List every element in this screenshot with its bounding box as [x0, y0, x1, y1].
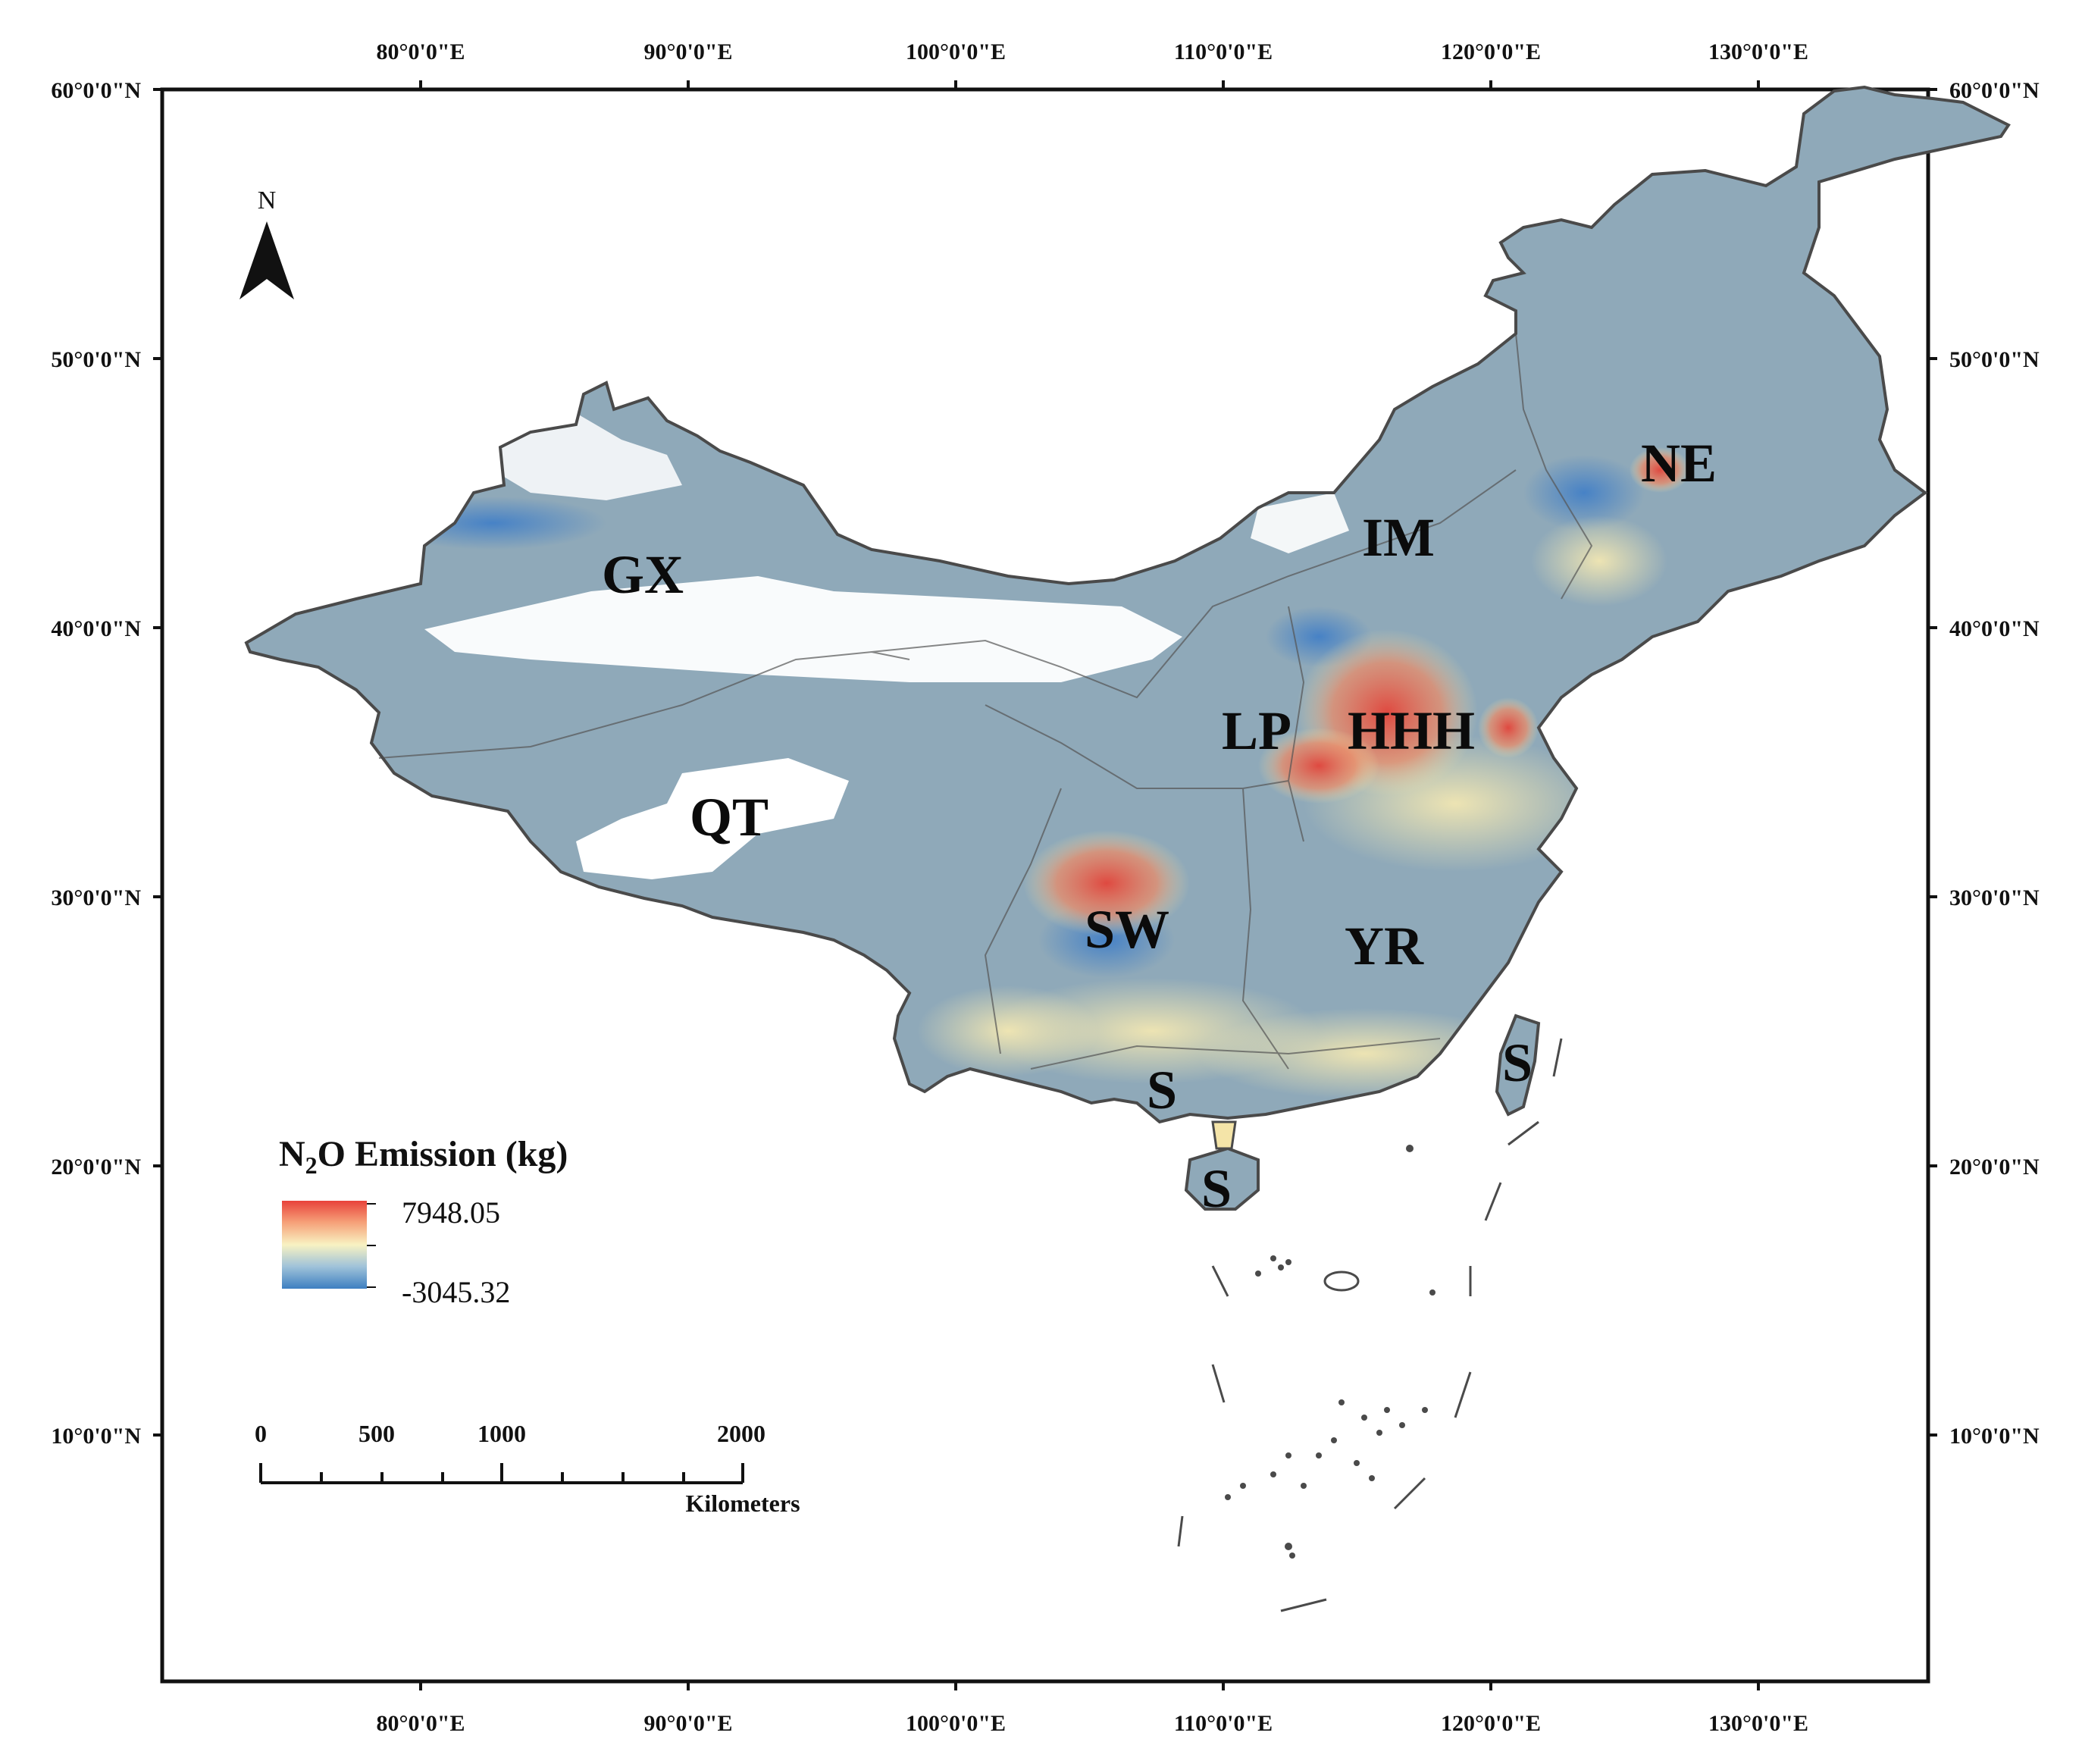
- lat-label-60: 60°0'0"N: [51, 78, 141, 103]
- longitude-labels-top: 80°0'0"E 90°0'0"E 100°0'0"E 110°0'0"E 12…: [377, 39, 1809, 64]
- scale-tick-0: 0: [255, 1420, 267, 1447]
- north-letter: N: [258, 186, 277, 215]
- lat-label-50: 50°0'0"N: [51, 347, 141, 372]
- lon-label-90-bottom: 90°0'0"E: [644, 1711, 733, 1736]
- high-emission-shandong: [1478, 697, 1539, 758]
- lat-label-40: 40°0'0"N: [51, 616, 141, 641]
- scale-tick-500: 500: [358, 1420, 395, 1447]
- lat-label-10: 10°0'0"N: [51, 1424, 141, 1449]
- legend-color-ramp: [282, 1201, 367, 1289]
- nodata-tibet: [576, 758, 849, 879]
- lon-label-110-bottom: 110°0'0"E: [1174, 1711, 1273, 1736]
- region-label-qt: QT: [690, 787, 769, 848]
- lat-label-50-right: 50°0'0"N: [1949, 347, 2040, 372]
- nodata-inner-mongolia: [1251, 493, 1349, 553]
- region-label-lp: LP: [1222, 700, 1291, 761]
- high-emission-henan: [1258, 728, 1379, 804]
- region-label-s-hainan: S: [1201, 1158, 1232, 1219]
- lon-label-120-bottom: 120°0'0"E: [1441, 1711, 1541, 1736]
- lon-label-80: 80°0'0"E: [377, 39, 465, 64]
- lat-label-60-right: 60°0'0"N: [1949, 78, 2040, 103]
- low-emission-northeast: [1523, 455, 1645, 531]
- region-boundaries: [378, 333, 1593, 1070]
- region-label-gx: GX: [602, 544, 684, 605]
- lon-label-130: 130°0'0"E: [1708, 39, 1808, 64]
- mid-emission-liaoning: [1531, 515, 1667, 606]
- scale-tick-1000: 1000: [477, 1420, 526, 1447]
- region-label-hhh: HHH: [1348, 700, 1475, 761]
- emission-raster: [244, 85, 2011, 1211]
- legend-min-value: -3045.32: [402, 1275, 510, 1309]
- legend-max-value: 7948.05: [402, 1195, 500, 1230]
- longitude-labels-bottom: 80°0'0"E 90°0'0"E 100°0'0"E 110°0'0"E 12…: [377, 1711, 1809, 1736]
- lon-label-100: 100°0'0"E: [906, 39, 1006, 64]
- lon-label-100-bottom: 100°0'0"E: [906, 1711, 1006, 1736]
- leizhou-peninsula: [1211, 1120, 1237, 1150]
- north-arrow-icon: [240, 221, 294, 299]
- region-label-ne: NE: [1641, 433, 1717, 493]
- mid-emission-yunnan: [917, 985, 1099, 1076]
- region-labels: GX QT NE IM LP HHH SW YR S S S: [602, 433, 1717, 1219]
- latitude-labels-right: 60°0'0"N 50°0'0"N 40°0'0"N 30°0'0"N 20°0…: [1949, 78, 2040, 1449]
- legend-title: N2O Emission (kg): [279, 1134, 568, 1179]
- region-label-sw: SW: [1085, 899, 1169, 960]
- region-label-s-taiwan: S: [1502, 1032, 1533, 1093]
- lon-label-80-bottom: 80°0'0"E: [377, 1711, 465, 1736]
- region-label-im: IM: [1362, 507, 1435, 568]
- legend-title-suffix: O Emission (kg): [318, 1134, 568, 1174]
- graticule-ticks: [153, 80, 1937, 1690]
- nodata-junggar: [485, 413, 682, 500]
- legend-title-subscript: 2: [305, 1151, 318, 1179]
- region-label-s-guangxi: S: [1147, 1060, 1177, 1120]
- hainan-island: [1184, 1146, 1260, 1211]
- south-china-sea-islands: [1177, 1038, 1563, 1612]
- region-label-yr: YR: [1345, 916, 1424, 976]
- latitude-labels-left: 60°0'0"N 50°0'0"N 40°0'0"N 30°0'0"N 20°0…: [51, 78, 141, 1449]
- lon-label-110: 110°0'0"E: [1174, 39, 1273, 64]
- scale-tick-2000: 2000: [717, 1420, 765, 1447]
- lon-label-90: 90°0'0"E: [644, 39, 733, 64]
- south-china-sea-islets: [1225, 1145, 1435, 1559]
- lat-label-10-right: 10°0'0"N: [1949, 1424, 2040, 1449]
- lat-label-20-right: 20°0'0"N: [1949, 1155, 2040, 1180]
- lat-label-40-right: 40°0'0"N: [1949, 616, 2040, 641]
- scale-unit: Kilometers: [685, 1490, 800, 1517]
- high-emission-sichuan-basin: [1023, 830, 1190, 936]
- lon-label-130-bottom: 130°0'0"E: [1708, 1711, 1808, 1736]
- lat-label-30-right: 30°0'0"N: [1949, 885, 2040, 910]
- china-outline: [244, 85, 2011, 1124]
- legend: N2O Emission (kg) 7948.05 -3045.32: [279, 1134, 568, 1309]
- lat-label-30: 30°0'0"N: [51, 885, 141, 910]
- north-arrow: N: [240, 186, 294, 299]
- scale-bar: 0 500 1000 2000 Kilometers: [255, 1420, 800, 1517]
- taiwan-island: [1495, 1014, 1541, 1117]
- nodata-taklimakan: [424, 576, 1182, 682]
- lat-label-20: 20°0'0"N: [51, 1155, 141, 1180]
- legend-title-prefix: N: [279, 1134, 305, 1174]
- lon-label-120: 120°0'0"E: [1441, 39, 1541, 64]
- high-emission-harbin: [1630, 447, 1690, 493]
